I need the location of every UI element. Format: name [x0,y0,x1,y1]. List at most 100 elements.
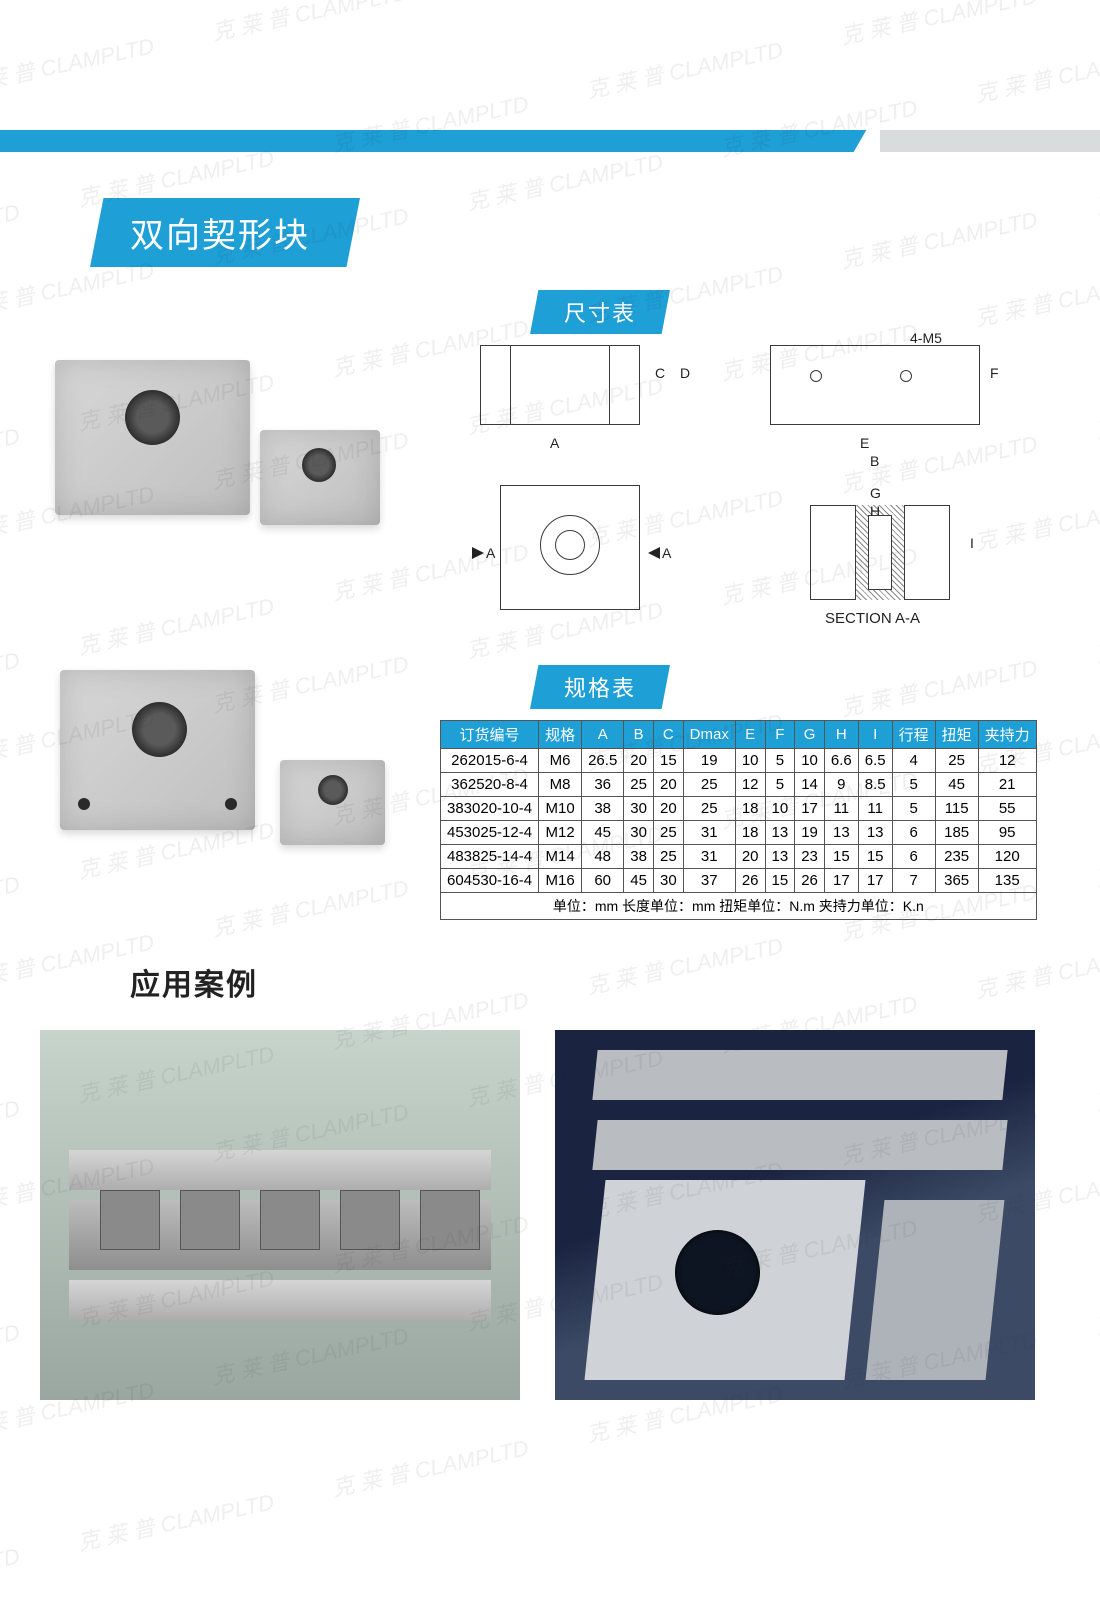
table-cell: 26 [735,869,765,893]
arrow-a-label-r: A [662,545,671,561]
dim-label-I: I [970,535,974,551]
spec-heading: 规格表 [564,676,636,701]
table-cell: 45 [624,869,654,893]
table-cell: 30 [624,821,654,845]
table-cell: 38 [582,797,624,821]
table-cell: 20 [653,797,683,821]
spec-col-header: C [653,721,683,749]
table-cell: 5 [892,773,935,797]
table-cell: 48 [582,845,624,869]
table-cell: 31 [683,821,735,845]
table-cell: 8.5 [858,773,892,797]
section-label: SECTION A-A [825,610,920,627]
table-cell: 12 [978,749,1036,773]
product-photo-large-1 [55,360,250,515]
section-arrow-right: A [648,545,671,561]
spec-col-header: Dmax [683,721,735,749]
dim-label-G: G [870,485,881,501]
arrow-a-label-l: A [486,545,495,561]
table-cell: 21 [978,773,1036,797]
table-cell: 55 [978,797,1036,821]
table-cell: 12 [735,773,765,797]
table-cell: 453025-12-4 [441,821,539,845]
table-cell: 383020-10-4 [441,797,539,821]
table-cell: 31 [683,845,735,869]
table-cell: 483825-14-4 [441,845,539,869]
dimension-heading-chip: 尺寸表 [530,290,670,334]
table-cell: 10 [765,797,795,821]
table-cell: 185 [935,821,978,845]
table-cell: 5 [892,797,935,821]
table-cell: 95 [978,821,1036,845]
table-cell: 18 [735,797,765,821]
table-row: 604530-16-4M166045303726152617177365135 [441,869,1037,893]
dim-callout: 4-M5 [910,330,942,346]
table-cell: 60 [582,869,624,893]
table-cell: 17 [858,869,892,893]
table-cell: 26 [795,869,825,893]
table-cell: 18 [735,821,765,845]
table-cell: 11 [858,797,892,821]
table-cell: 13 [858,821,892,845]
dim-label-H: H [870,503,880,519]
dim-label-B: B [870,453,879,469]
table-cell: 26.5 [582,749,624,773]
table-cell: 9 [824,773,858,797]
page-title: 双向契形块 [130,217,310,255]
spec-col-header: 夹持力 [978,721,1036,749]
table-cell: 13 [765,845,795,869]
table-cell: 6 [892,845,935,869]
table-row: 483825-14-4M144838253120132315156235120 [441,845,1037,869]
table-cell: 17 [795,797,825,821]
table-cell: 115 [935,797,978,821]
table-cell: 4 [892,749,935,773]
dimension-drawings: C D A 4-M5 F E B A A G H I SECTION A-A [470,335,1030,625]
table-cell: 37 [683,869,735,893]
table-cell: 25 [653,845,683,869]
spec-col-header: E [735,721,765,749]
table-cell: 135 [978,869,1036,893]
spec-col-header: G [795,721,825,749]
table-cell: M14 [539,845,582,869]
table-cell: 25 [624,773,654,797]
dim-label-A: A [550,435,559,451]
table-cell: 262015-6-4 [441,749,539,773]
table-cell: 235 [935,845,978,869]
table-cell: 30 [624,797,654,821]
cases-heading: 应用案例 [130,960,258,1004]
table-cell: 6 [892,821,935,845]
top-accent-bar [0,130,1100,152]
dim-label-E: E [860,435,869,451]
case-photo-1 [40,1030,520,1400]
table-cell: M6 [539,749,582,773]
section-arrow-left: A [472,545,495,561]
table-row: 262015-6-4M626.5201519105106.66.542512 [441,749,1037,773]
table-cell: 5 [765,749,795,773]
table-cell: 15 [653,749,683,773]
table-cell: 36 [582,773,624,797]
table-cell: 7 [892,869,935,893]
table-cell: M12 [539,821,582,845]
units-note: 单位：mm 长度单位：mm 扭矩单位：N.m 夹持力单位：K.n [441,893,1037,920]
table-cell: 45 [935,773,978,797]
table-cell: 25 [683,797,735,821]
table-cell: 23 [795,845,825,869]
table-cell: 38 [624,845,654,869]
table-cell: 19 [683,749,735,773]
spec-col-header: 规格 [539,721,582,749]
table-cell: 15 [765,869,795,893]
table-cell: 10 [795,749,825,773]
table-cell: 15 [824,845,858,869]
table-cell: 20 [624,749,654,773]
spec-col-header: I [858,721,892,749]
table-cell: 13 [765,821,795,845]
table-cell: M10 [539,797,582,821]
spec-heading-chip: 规格表 [530,665,670,709]
table-cell: 604530-16-4 [441,869,539,893]
dimension-heading: 尺寸表 [564,301,636,326]
dim-label-F: F [990,365,999,381]
table-cell: 30 [653,869,683,893]
table-cell: M8 [539,773,582,797]
product-photo-large-2 [60,670,255,830]
dim-label-C: C [655,365,665,381]
